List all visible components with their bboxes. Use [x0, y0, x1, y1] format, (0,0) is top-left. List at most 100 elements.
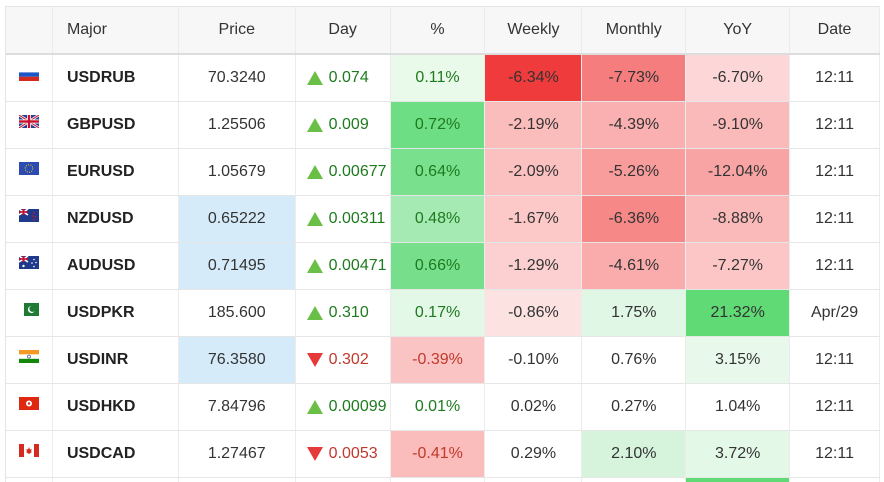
arrow-up-icon: [306, 259, 323, 273]
new-zealand-flag-icon: [18, 207, 39, 222]
table-row[interactable]: EURUSD 1.05679 0.00677 0.64% -2.09% -5.26% -12…: [6, 149, 880, 196]
date: 12:11: [790, 55, 880, 101]
weekly-change: -0.10%: [485, 337, 583, 383]
monthly-change: -4.61%: [582, 243, 687, 289]
day-change: 0.302: [296, 337, 391, 383]
header-weekly[interactable]: Weekly: [485, 7, 583, 53]
header-major[interactable]: Major: [53, 7, 179, 53]
table-row[interactable]: USDPKR 185.600 0.310 0.17% -0.86% 1.75% 21.32%…: [6, 290, 880, 337]
price: 185.600: [178, 290, 296, 336]
header-day[interactable]: Day: [296, 7, 391, 53]
yoy-change: -8.88%: [686, 196, 791, 242]
day-change: 0.009: [296, 102, 391, 148]
monthly-change: 0.27%: [582, 384, 687, 430]
table-row[interactable]: AUDUSD 0.71495 0.00471 0.66% -1.29% -4.61% -7.…: [6, 243, 880, 290]
percent-change: -0.41%: [390, 431, 486, 477]
weekly-change: -1.29%: [485, 243, 583, 289]
hong-kong-flag-icon: [18, 396, 39, 410]
flag-cell: [6, 337, 53, 383]
header-monthly[interactable]: Monthly: [582, 7, 687, 53]
arrow-up-icon: [306, 165, 323, 179]
monthly-change: -4.39%: [582, 102, 687, 148]
percent-change: 0.72%: [390, 102, 486, 148]
price: 1.05679: [178, 149, 296, 195]
weekly-change: -2.09%: [485, 149, 583, 195]
price: 70.3240: [178, 55, 296, 101]
pakistan-flag-icon: [18, 302, 39, 316]
flag-cell: [6, 55, 53, 101]
price: 1.27467: [178, 431, 296, 477]
symbol[interactable]: USDCAD: [53, 431, 179, 477]
yoy-change: 21.32%: [686, 290, 791, 336]
day-change-value: 0.00677: [328, 163, 387, 180]
table-row[interactable]: USDCAD 1.27467 0.0053 -0.41% 0.29% 2.10% 3.72%…: [6, 431, 880, 478]
yoy-change: -12.04%: [686, 149, 791, 195]
weekly-change: -0.86%: [485, 290, 583, 336]
monthly-change: -7.73%: [582, 55, 687, 101]
day-change: 0.310: [296, 290, 391, 336]
header-yoy[interactable]: YoY: [686, 7, 791, 53]
date: 12:11: [790, 102, 880, 148]
yoy-change: -7.27%: [686, 243, 791, 289]
percent-change: 0.64%: [390, 149, 486, 195]
symbol[interactable]: AUDUSD: [53, 243, 179, 289]
date: 12:11: [790, 431, 880, 477]
monthly-change: 1.75%: [582, 290, 687, 336]
currency-table: Major Price Day % Weekly Monthly YoY Dat…: [5, 6, 880, 482]
flag-cell: [6, 196, 53, 242]
date: 12:11: [790, 337, 880, 383]
percent-change: 0.66%: [390, 243, 486, 289]
day-change-value: 0.009: [328, 116, 369, 133]
day-change-value: 0.302: [328, 351, 369, 368]
header-flag: [6, 7, 53, 53]
symbol[interactable]: GBPUSD: [53, 102, 179, 148]
yoy-change: -6.70%: [686, 55, 791, 101]
table-row[interactable]: NZDUSD 0.65222 0.00311 0.48% -1.67% -6.36% -8.…: [6, 196, 880, 243]
symbol[interactable]: USDPKR: [53, 290, 179, 336]
yoy-change: 3.72%: [686, 431, 791, 477]
arrow-up-icon: [306, 118, 323, 132]
flag-cell: [6, 290, 53, 336]
table-row[interactable]: GBPUSD 1.25506 0.009 0.72% -2.19% -4.39% -9.10…: [6, 102, 880, 149]
day-change-value: 0.00471: [328, 257, 387, 274]
table-row[interactable]: USDINR 76.3580 0.302 -0.39% -0.10% 0.76% 3.15%…: [6, 337, 880, 384]
day-change: 0.00677: [296, 149, 391, 195]
date: 12:11: [790, 149, 880, 195]
flag-cell: [6, 149, 53, 195]
india-flag-icon: [18, 349, 39, 363]
day-change: 0.00311: [296, 196, 391, 242]
symbol[interactable]: USDRUB: [53, 55, 179, 101]
table-header: Major Price Day % Weekly Monthly YoY Dat…: [6, 7, 880, 55]
symbol[interactable]: NZDUSD: [53, 196, 179, 242]
flag-cell: [6, 102, 53, 148]
symbol[interactable]: USDINR: [53, 337, 179, 383]
percent-change: 0.11%: [390, 55, 486, 101]
symbol[interactable]: EURUSD: [53, 149, 179, 195]
arrow-down-icon: [306, 353, 323, 367]
russia-flag-icon: [18, 67, 39, 81]
header-date[interactable]: Date: [790, 7, 880, 53]
percent-change: 0.48%: [390, 196, 486, 242]
header-percent[interactable]: %: [391, 7, 486, 53]
day-change-value: 0.074: [328, 69, 369, 86]
flag-cell: [6, 384, 53, 430]
day-change: 0.0053: [296, 431, 391, 477]
table-row[interactable]: USDHKD 7.84796 0.00099 0.01% 0.02% 0.27% 1.04%…: [6, 384, 880, 431]
date: 12:11: [790, 243, 880, 289]
percent-change: 0.01%: [390, 384, 486, 430]
symbol[interactable]: USDHKD: [53, 384, 179, 430]
australia-flag-icon: [18, 254, 39, 269]
uk-flag-icon: [18, 113, 40, 129]
table-row[interactable]: USDRUB 70.3240 0.074 0.11% -6.34% -7.73% -6.70…: [6, 55, 880, 102]
date: Apr/29: [790, 290, 880, 336]
header-price[interactable]: Price: [179, 7, 296, 53]
table-row-partial: [6, 478, 880, 482]
weekly-change: -1.67%: [485, 196, 583, 242]
day-change: 0.00471: [296, 243, 391, 289]
day-change: 0.00099: [296, 384, 391, 430]
flag-cell: [6, 243, 53, 289]
arrow-up-icon: [306, 400, 323, 414]
day-change: 0.074: [296, 55, 391, 101]
monthly-change: -5.26%: [582, 149, 687, 195]
price: 7.84796: [178, 384, 296, 430]
